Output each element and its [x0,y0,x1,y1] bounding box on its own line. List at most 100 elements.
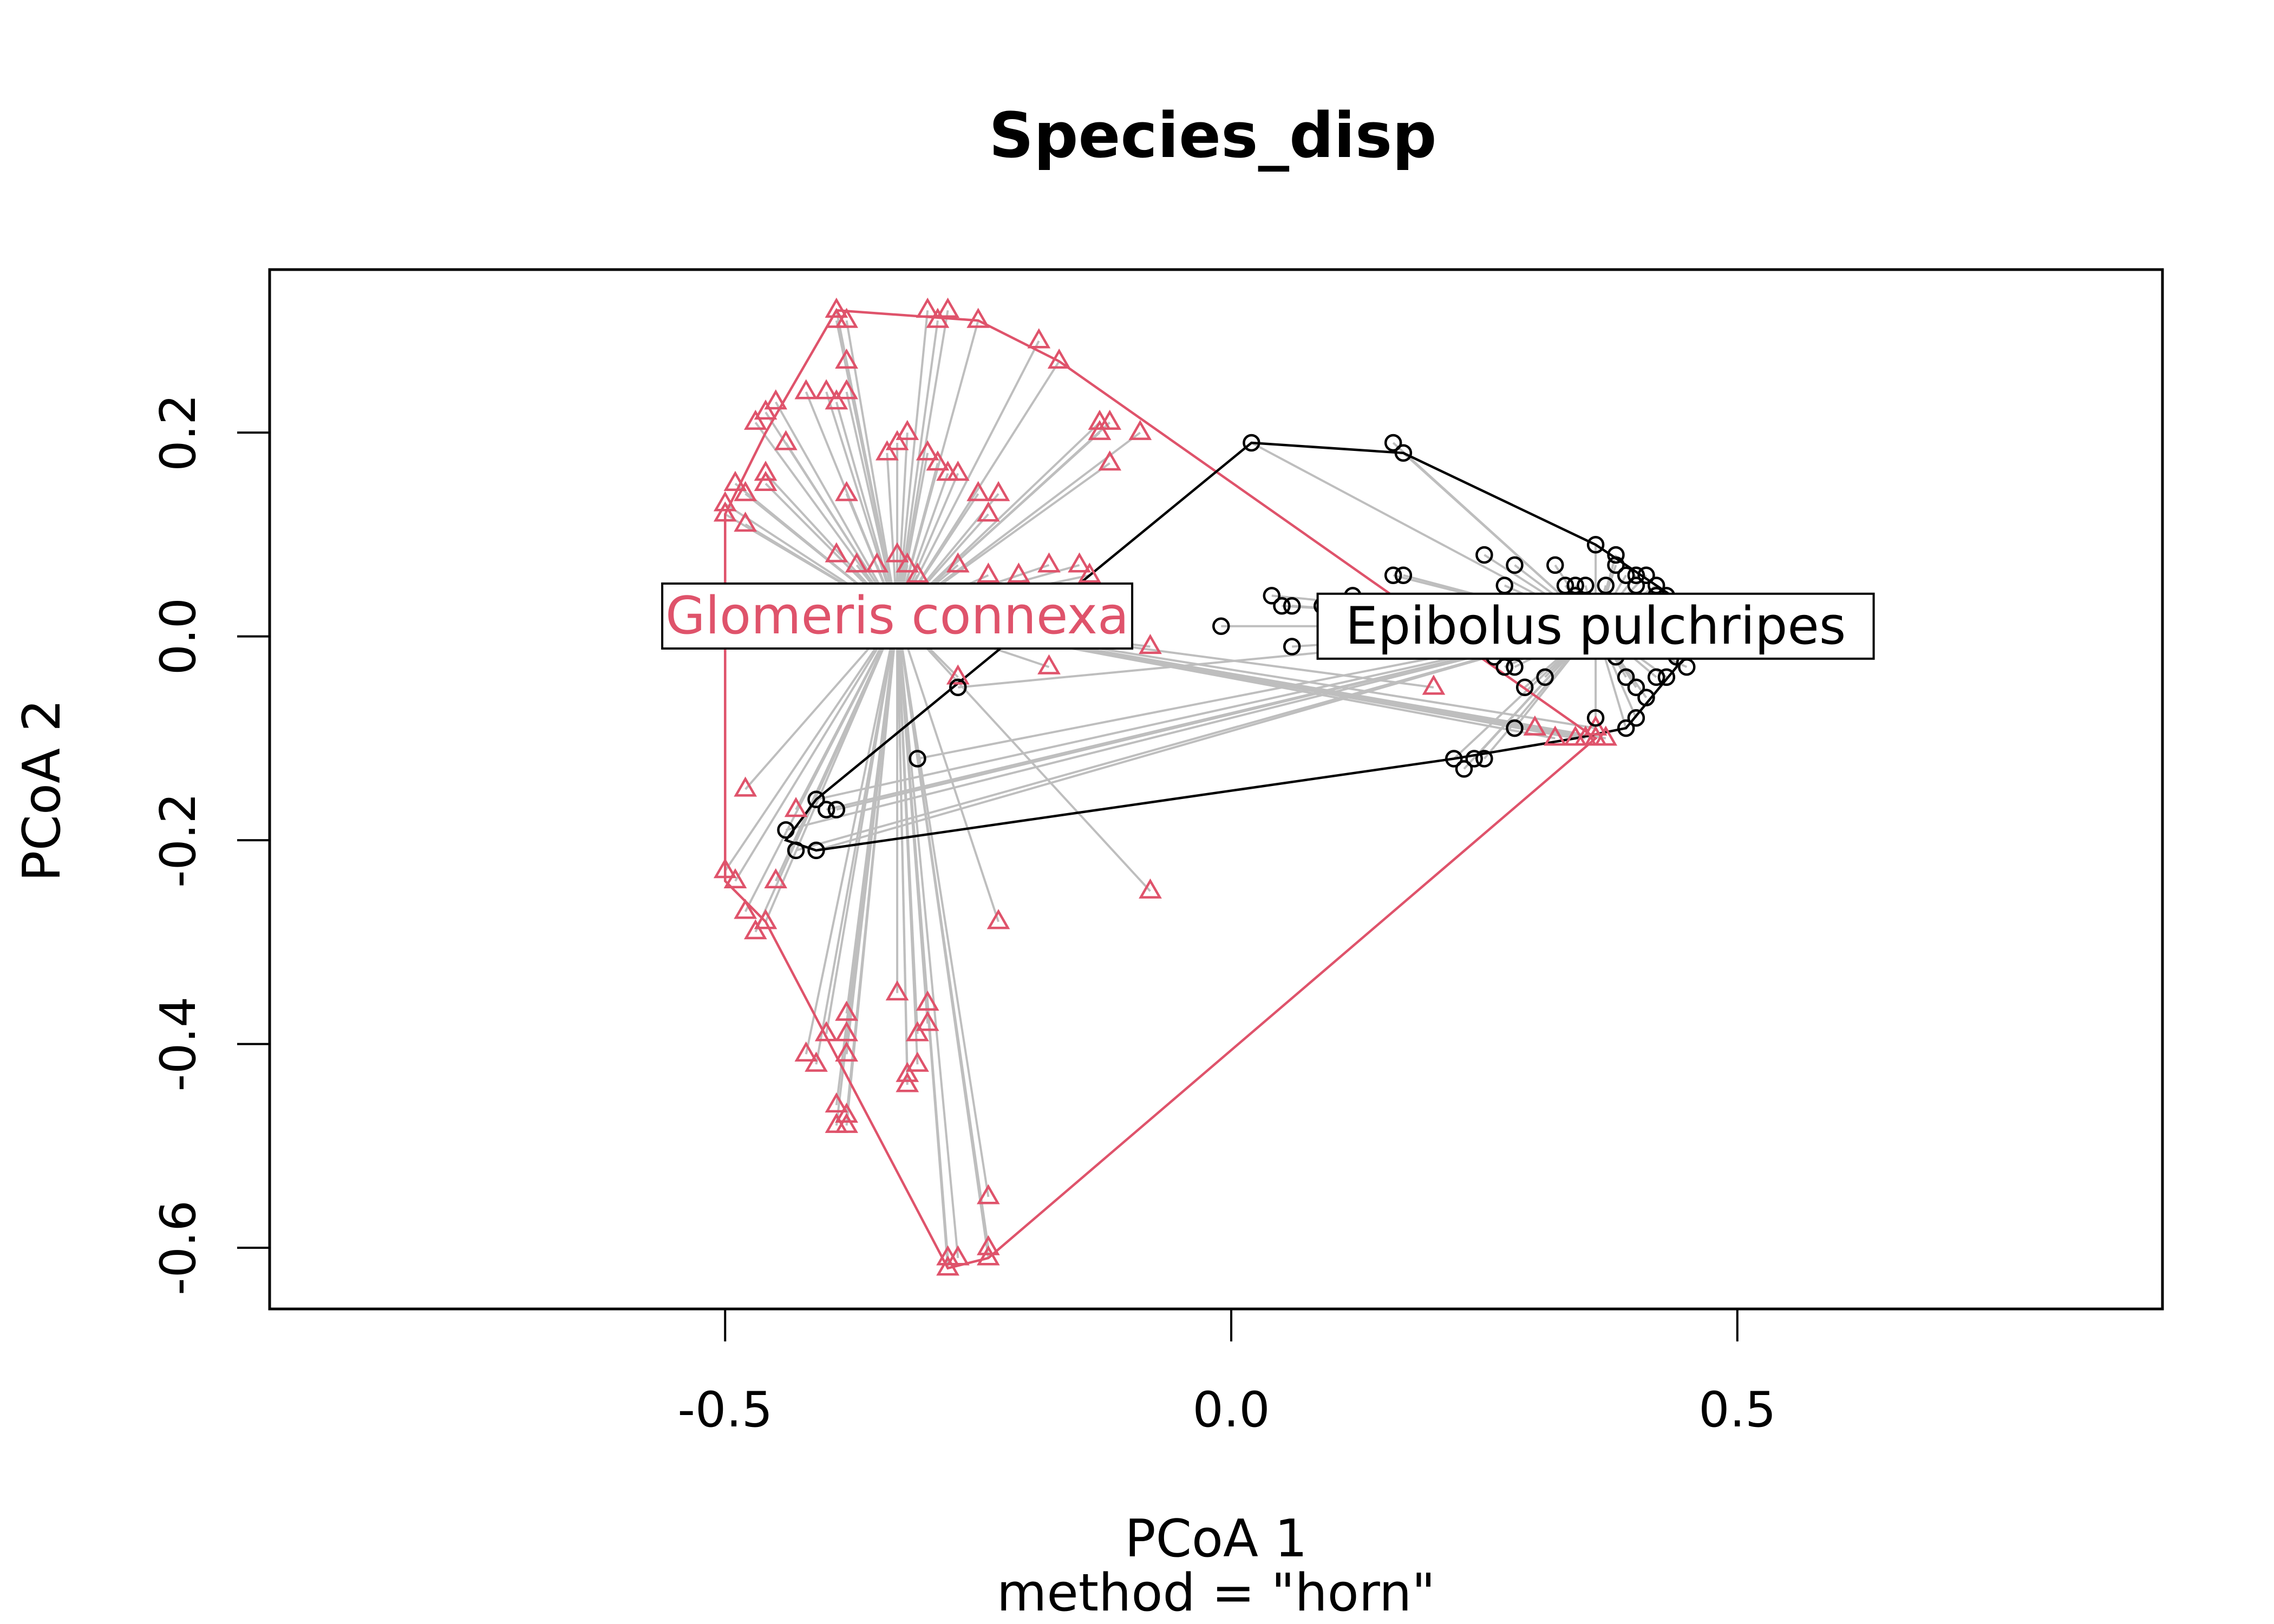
x-tick-label: 0.0 [1192,1381,1270,1438]
circle-point [787,841,805,860]
y-tick-label: -0.4 [150,997,207,1092]
label-box-frame [661,582,1134,650]
plot-area: Glomeris connexa Epibolus pulchripes [661,297,1875,1276]
triangle-point [794,1041,818,1062]
triangle-point [916,1011,939,1031]
spoke-line [896,320,939,617]
y-tick-label: -0.6 [150,1200,207,1295]
triangle-point [966,307,990,328]
triangle-point [916,990,939,1011]
triangle-point [1037,654,1061,675]
triangle-point [1088,420,1112,440]
x-tick-label: -0.5 [677,1381,773,1438]
spoke-line [775,401,898,617]
spoke-line [786,625,1596,831]
triangle-point [835,481,858,501]
y-axis: -0.6 -0.4 -0.2 0.0 0.2 [150,394,271,1295]
triangle-point [814,1021,838,1042]
triangle-point [835,1102,858,1123]
triangle-point [744,409,767,430]
spoke-line [896,615,919,1065]
triangle-point [1139,633,1162,654]
circle-point [1506,556,1524,574]
y-tick-label: 0.2 [150,394,207,472]
group-label-box: Epibolus pulchripes [1316,592,1875,660]
circle-point [1637,566,1655,584]
triangle-point [1139,878,1162,899]
group-label-box: Glomeris connexa [661,582,1134,650]
triangle-point [835,1000,858,1021]
circle-point [1384,566,1402,584]
group-label: Glomeris connexa [665,586,1129,646]
triangle-point [865,552,889,573]
circle-point [1465,750,1483,768]
triangle-point [835,1041,858,1062]
triangle-point [946,460,970,481]
circle-point [1586,709,1605,727]
circle-point [1637,689,1655,706]
triangle-point [885,430,909,450]
circle-point [1657,668,1676,686]
triangle-point [896,1062,919,1082]
spoke-line [764,615,898,922]
triangle-point [734,899,757,919]
triangle-point [784,797,808,817]
y-axis-title: PCoA 2 [12,699,72,881]
triangle-point [835,348,858,369]
triangle-point [825,542,848,562]
circle-point [777,821,795,839]
triangle-point [1077,562,1101,583]
triangle-point [1007,562,1030,583]
triangle-point [723,868,747,889]
triangle-point [845,552,868,573]
y-tick-label: 0.0 [150,598,207,675]
x-axis-subtitle: method = "horn" [997,1563,1435,1623]
triangle-point [754,909,777,929]
triangle-point [1523,715,1547,736]
circle-point [949,678,967,697]
triangle-point [946,1245,970,1266]
triangle-point [966,481,990,501]
circle-point [1283,597,1301,615]
circle-point [1394,444,1413,462]
circle-point [1283,638,1301,656]
circle-point [1243,434,1260,452]
circle-point [1212,617,1230,636]
triangle-point [977,501,1000,522]
spoke-line [896,615,999,922]
spoke-line [896,615,909,1085]
circle-point [817,801,835,818]
triangle-point [835,307,858,328]
triangle-point [825,1112,848,1133]
circle-point [807,841,825,860]
triangle-point [1422,675,1446,695]
triangle-point [977,1245,1000,1266]
group-label: Epibolus pulchripes [1345,597,1846,656]
circle-point [1263,587,1281,605]
triangle-point [713,858,737,879]
triangle-point [1594,725,1618,746]
triangle-point [734,512,757,532]
circle-point [1617,719,1635,737]
triangle-point [754,460,777,481]
triangle-point [835,1021,858,1042]
triangle-point [1047,348,1071,369]
triangle-point [814,379,838,400]
triangle-point [764,389,788,410]
spoke-line [734,615,898,882]
triangle-point [977,562,1000,583]
spoke-line [845,320,899,617]
circle-point [807,790,825,809]
triangle-point [977,1184,1000,1204]
triangle-point [926,307,950,328]
label-box-frame [1316,592,1875,660]
spoke-line [835,402,899,617]
triangle-point [723,470,747,491]
circle-point [1475,546,1493,564]
triangle-point [1584,715,1608,736]
spoke-line [896,615,990,1259]
triangle-point [764,868,788,889]
x-axis: -0.5 0.0 0.5 [677,1308,1776,1438]
triangle-point [906,1021,929,1042]
